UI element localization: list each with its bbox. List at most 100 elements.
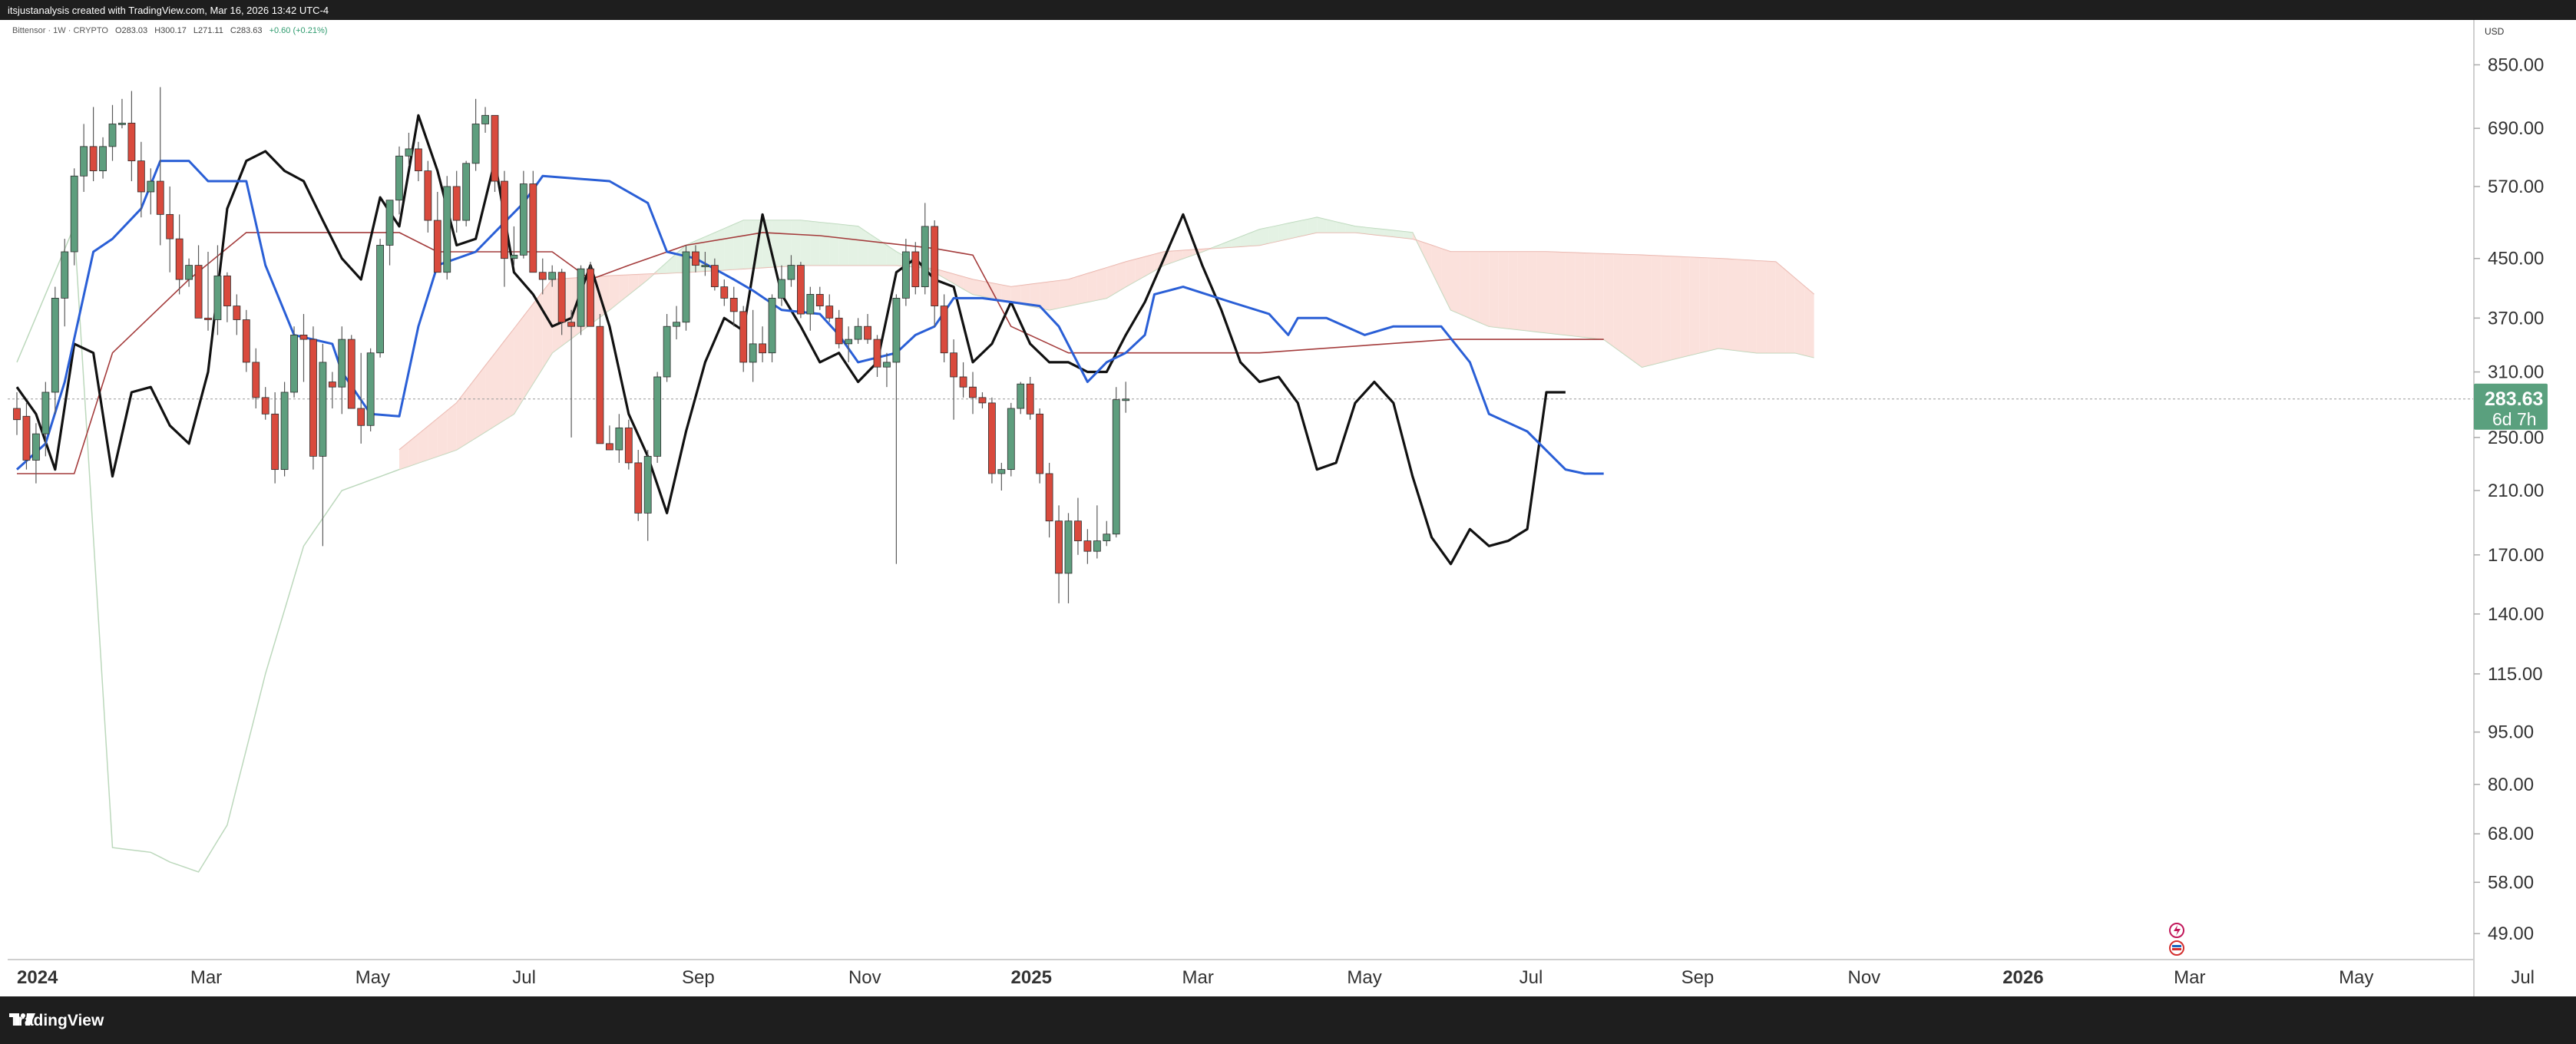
cloud-segment: [1145, 254, 1155, 276]
candle-up: [778, 265, 785, 306]
tradingview-brand[interactable]: TradingView: [9, 1012, 104, 1030]
candle-body: [901, 251, 910, 299]
candle-down: [127, 91, 136, 182]
candle-body: [290, 334, 298, 393]
candle-body: [749, 343, 757, 363]
candle-up: [462, 160, 471, 226]
candle-down: [156, 87, 164, 246]
candle-down: [1045, 462, 1053, 538]
flag-stripe-icon: [2172, 945, 2181, 947]
cloud-segment: [1517, 251, 1528, 331]
cloud-segment: [447, 402, 457, 454]
candle-up: [577, 265, 585, 335]
price-tick-label: 140.00: [2488, 604, 2544, 625]
cloud-segment: [408, 434, 418, 467]
candle-up: [108, 104, 117, 161]
candle-body: [806, 294, 815, 315]
cloud-segment: [1288, 221, 1298, 240]
cloud-segment: [1364, 227, 1374, 235]
candle-up: [385, 200, 394, 266]
candle-up: [147, 168, 155, 215]
candle-body: [729, 298, 738, 312]
candle-body: [433, 220, 441, 273]
candle-down: [624, 419, 633, 470]
cloud-segment: [1010, 286, 1021, 305]
cloud-segment: [1173, 250, 1183, 263]
candle-body: [959, 376, 967, 388]
last-price-label: 283.63: [2485, 388, 2543, 410]
cloud-segment: [1384, 229, 1394, 237]
candle-up: [548, 265, 557, 287]
cloud-segment: [991, 282, 1002, 300]
cloud-segment: [418, 426, 428, 464]
candle-body: [969, 386, 977, 398]
cloud-segment: [609, 275, 620, 310]
time-tick-label: May: [1347, 967, 1381, 988]
candle-down: [204, 251, 212, 331]
cloud-segment: [1212, 244, 1222, 249]
candle-up: [213, 245, 222, 335]
candle-body: [376, 245, 385, 354]
candle-up: [41, 382, 50, 457]
candle-body: [892, 298, 901, 363]
cloud-segment: [1020, 284, 1030, 306]
cloud-segment: [1536, 251, 1546, 333]
time-tick-label: May: [355, 967, 390, 988]
cloud-segment: [791, 220, 801, 266]
candle-body: [223, 275, 231, 306]
candle-up: [376, 239, 385, 358]
cloud-segment: [1049, 280, 1060, 310]
candle-body: [815, 294, 824, 306]
cloud-segment: [1336, 222, 1346, 233]
candle-down: [501, 170, 508, 287]
candle-up: [366, 348, 375, 431]
chart-frame[interactable]: [8, 20, 2568, 996]
candle-body: [395, 155, 403, 201]
candle-up: [806, 286, 815, 331]
candle-up: [395, 146, 403, 215]
candle-up: [997, 462, 1006, 491]
candle-body: [309, 339, 317, 457]
candle-body: [624, 427, 633, 464]
candle-body: [185, 265, 193, 280]
price-chart[interactable]: 850.00 690.00 570.00 450.00 370.00 310.00 250.…: [0, 0, 2576, 996]
cloud-segment: [800, 220, 811, 266]
cloud-segment: [1231, 236, 1241, 248]
candle-body: [175, 238, 184, 280]
symbol-name[interactable]: Bittensor · 1W · CRYPTO: [12, 26, 108, 35]
cloud-segment: [1527, 251, 1537, 332]
candle-body: [41, 392, 50, 434]
candle-up: [854, 318, 862, 344]
candle-body: [1026, 383, 1034, 415]
candle-body: [280, 392, 289, 471]
cloud-segment: [743, 220, 753, 269]
cloud-segment: [647, 270, 658, 280]
candle-down: [1036, 408, 1044, 484]
cloud-segment: [437, 411, 448, 457]
candle-up: [749, 309, 757, 382]
cloud-segment: [886, 245, 897, 266]
candle-body: [538, 272, 547, 280]
event-icons: [2169, 923, 2184, 956]
time-tick-label: 2026: [2002, 967, 2043, 988]
candle-up: [1122, 382, 1130, 413]
candle-body: [204, 317, 212, 320]
candle-body: [338, 339, 346, 388]
cloud-segment: [1268, 225, 1279, 243]
currency-label[interactable]: USD: [2485, 26, 2505, 37]
candle-body: [108, 124, 117, 147]
cloud-segment: [1001, 285, 1011, 302]
price-tick-label: 95.00: [2488, 722, 2534, 743]
candle-down: [606, 425, 613, 451]
candle-up: [701, 251, 709, 276]
candle-body: [653, 376, 662, 457]
candle-down: [988, 397, 996, 484]
candle-down: [729, 286, 738, 327]
candle-down: [166, 186, 174, 273]
cloud-segment: [724, 224, 734, 270]
candle-body: [1093, 540, 1101, 552]
base-line: [17, 232, 1604, 474]
cloud-segment: [1794, 278, 1805, 355]
candle-up: [32, 423, 40, 484]
candle-down: [424, 160, 432, 233]
